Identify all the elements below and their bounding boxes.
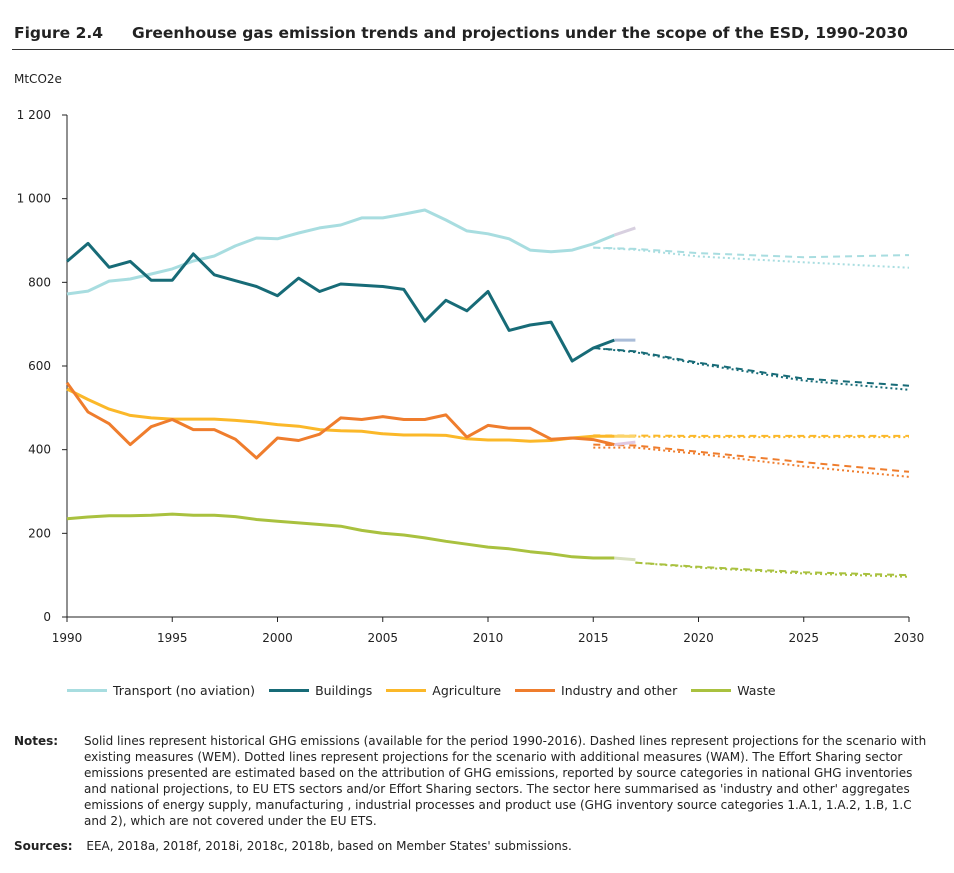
legend-swatch [67,689,107,692]
industry-and-other-wam-line [593,446,910,478]
legend-item: Industry and other [515,683,677,698]
legend-item: Buildings [269,683,372,698]
y-tick-label: 200 [28,526,51,540]
legend-swatch [386,689,427,692]
agriculture-wem-line [593,434,909,437]
industry-and-other-proxy-line [614,440,636,447]
x-tick-label: 2030 [894,631,925,645]
waste-proxy-line [614,556,636,562]
legend-label: Transport (no aviation) [113,683,256,698]
waste-historical-line [66,512,615,560]
figure-label: Figure 2.4 [14,24,104,42]
y-tick-label: 1 000 [17,192,51,206]
agriculture-historical-line [66,387,615,443]
x-tick-label: 2010 [473,631,504,645]
y-tick-label: 400 [28,443,51,457]
y-tick-label: 0 [43,610,51,624]
buildings-wem-line [593,347,910,387]
x-tick-label: 2025 [788,631,819,645]
waste-wem-line [635,561,910,577]
sources-label: Sources: [14,839,73,853]
buildings-historical-line [66,241,615,363]
legend-item: Waste [691,683,776,698]
legend-label: Agriculture [432,683,502,698]
transport-no-aviation-historical-line [66,208,615,296]
x-tick-label: 2020 [683,631,714,645]
x-tick-label: 1990 [52,631,83,645]
industry-and-other-wem-line [593,443,910,473]
legend-swatch [269,689,310,692]
legend-swatch [691,689,732,692]
x-tick-label: 2000 [262,631,293,645]
transport-no-aviation-wem-line [593,246,910,259]
legend-label: Industry and other [561,683,678,698]
y-tick-label: 600 [28,359,51,373]
legend-label: Waste [737,683,776,698]
x-tick-label: 1995 [157,631,188,645]
buildings-wam-line [593,347,910,391]
sources-text: EEA, 2018a, 2018f, 2018i, 2018c, 2018b, … [86,839,572,853]
notes-text: Solid lines represent historical GHG emi… [84,734,927,828]
industry-and-other-historical-line [65,381,615,460]
header-rule [12,49,954,50]
chart-title: Greenhouse gas emission trends and proje… [132,24,908,42]
legend: Transport (no aviation) Buildings Agricult… [67,683,790,698]
chart-svg: 0 200 400 600 800 1 000 1 200 1990 1995 2000 2005 2… [17,108,925,645]
legend-swatch [515,689,556,692]
sources: Sources: EEA, 2018a, 2018f, 2018i, 2018c… [14,839,572,853]
waste-wam-line [635,561,910,578]
transport-no-aviation-proxy-line [613,226,636,237]
x-tick-label: 2005 [367,631,398,645]
y-axis-label: MtCO2e [14,72,62,86]
transport-no-aviation-wam-line [593,246,910,269]
x-tick-label: 2015 [578,631,609,645]
legend-item: Agriculture [386,683,501,698]
y-tick-label: 1 200 [17,108,51,122]
legend-label: Buildings [315,683,373,698]
notes-label: Notes: [14,734,59,748]
legend-item: Transport (no aviation) [67,683,255,698]
y-tick-label: 800 [28,275,51,289]
